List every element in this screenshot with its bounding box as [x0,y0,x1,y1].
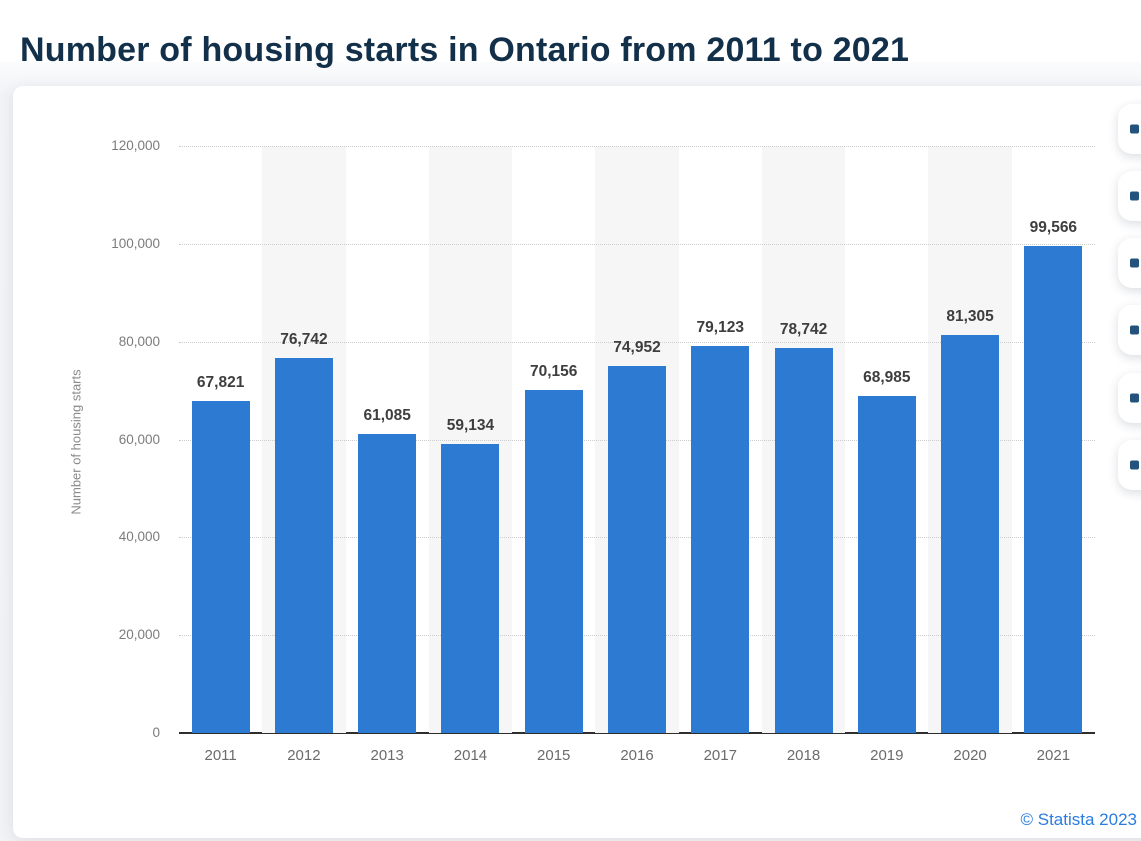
value-label-2020: 81,305 [946,308,994,326]
value-label-2018: 78,742 [779,320,828,338]
x-label-2019: 2019 [870,747,904,764]
toolbar-button-5[interactable] [1118,373,1141,423]
x-label-2017: 2017 [703,747,737,764]
x-label-2011: 2011 [204,747,237,764]
y-axis-title: Number of housing starts [68,369,84,515]
value-label-2014: 59,134 [446,416,495,434]
bar-2017[interactable] [691,345,750,733]
x-label-2021: 2021 [1036,747,1071,764]
y-tick-label-40000: 40,000 [118,529,160,545]
value-label-2011: 67,821 [196,374,245,392]
toolbar-icon [1130,258,1139,268]
toolbar-button-1[interactable] [1118,104,1141,154]
toolbar-button-3[interactable] [1118,238,1141,288]
toolbar-icon [1130,191,1139,201]
y-tick-label-100000: 100,000 [111,235,160,251]
bar-2016[interactable] [608,366,666,733]
value-label-2012: 76,742 [280,330,328,348]
x-label-2012: 2012 [287,747,321,764]
value-label-2016: 74,952 [613,339,661,357]
plot-area: 67,821 76,742 61,085 59,134 70,156 74,952 79,1… [179,146,1095,734]
bar-2011[interactable] [191,401,250,733]
bar-2012[interactable] [274,357,333,733]
y-tick-label-0: 0 [152,725,160,740]
toolbar-button-6[interactable] [1118,440,1141,490]
gridline-100000 [179,243,1095,245]
bar-2019[interactable] [857,395,916,733]
y-tick-label-120000: 120,000 [111,138,160,153]
value-label-2013: 61,085 [363,407,411,425]
x-label-2016: 2016 [620,747,654,764]
x-axis-line [179,732,1095,734]
statista-copyright-link[interactable]: © Statista 2023 [1020,810,1138,829]
bar-2018[interactable] [774,347,833,733]
toolbar-button-4[interactable] [1118,305,1141,355]
x-label-2020: 2020 [953,747,987,764]
x-label-2014: 2014 [453,747,488,764]
value-label-2015: 70,156 [530,362,578,380]
toolbar-icon [1130,393,1139,403]
toolbar-button-2[interactable] [1118,171,1141,221]
page-title: Number of housing starts in Ontario from… [20,30,910,69]
gridline-120000 [179,146,1095,147]
bar-2015[interactable] [524,389,583,733]
bar-2013[interactable] [358,434,417,733]
gridline-80000 [179,341,1095,343]
value-label-2017: 79,123 [696,318,744,336]
x-label-2015: 2015 [537,747,571,764]
toolbar-icon [1130,460,1139,470]
y-tick-label-20000: 20,000 [118,627,160,643]
value-label-2021: 99,566 [1029,218,1078,236]
bar-2020[interactable] [941,335,1000,733]
x-label-2013: 2013 [370,747,404,764]
bar-2021[interactable] [1024,245,1083,733]
y-tick-label-80000: 80,000 [118,333,160,349]
y-tick-label-60000: 60,000 [118,431,160,447]
toolbar-icon [1130,124,1139,134]
toolbar-icon [1130,325,1139,335]
bar-2014[interactable] [441,443,500,733]
x-label-2018: 2018 [786,747,821,764]
value-label-2019: 68,985 [863,368,911,386]
